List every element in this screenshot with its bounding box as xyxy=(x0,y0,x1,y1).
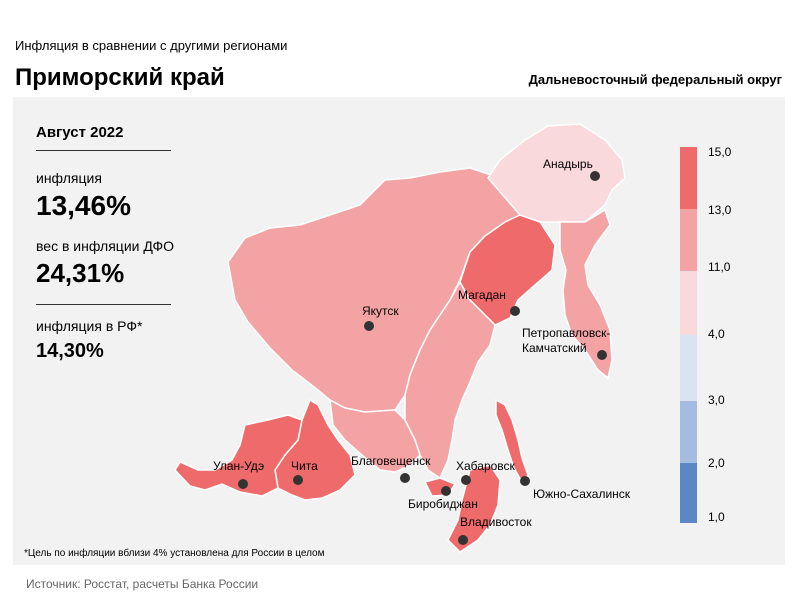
city-label: Магадан xyxy=(458,288,506,302)
color-scale xyxy=(680,147,697,523)
scale-tick: 1,0 xyxy=(708,510,725,524)
city-marker[interactable] xyxy=(293,475,303,485)
scale-tick: 2,0 xyxy=(708,456,725,470)
footnote: *Цель по инфляции вблизи 4% установлена … xyxy=(24,548,325,559)
rf-inflation-value: 14,30% xyxy=(36,340,104,362)
weight-label: вес в инфляции ДФО xyxy=(36,238,175,254)
scale-bin-2-3 xyxy=(680,401,697,463)
region-primorsky[interactable] xyxy=(447,464,501,553)
inflation-label: инфляция xyxy=(36,170,102,186)
region-chukotka[interactable] xyxy=(487,123,626,223)
city-marker[interactable] xyxy=(520,476,530,486)
region-buryatia[interactable] xyxy=(174,414,303,497)
city-marker[interactable] xyxy=(458,535,468,545)
district-title: Дальневосточный федеральный округ xyxy=(528,72,782,87)
city-marker[interactable] xyxy=(597,350,607,360)
city-marker[interactable] xyxy=(238,479,248,489)
scale-tick: 3,0 xyxy=(708,393,725,407)
scale-bin-1-2 xyxy=(680,463,697,523)
divider xyxy=(36,304,171,305)
page-title: Приморский край xyxy=(15,64,225,91)
region-amur[interactable] xyxy=(329,398,421,473)
city-marker[interactable] xyxy=(510,306,520,316)
period-label: Август 2022 xyxy=(36,124,124,141)
scale-bin-4-11 xyxy=(680,271,697,335)
city-markers xyxy=(238,171,607,545)
city-label: Южно-Сахалинск xyxy=(533,487,631,501)
city-marker[interactable] xyxy=(461,475,471,485)
scale-tick: 13,0 xyxy=(708,203,732,217)
city-marker[interactable] xyxy=(364,321,374,331)
city-marker[interactable] xyxy=(441,486,451,496)
source-note: Источник: Росстат, расчеты Банка России xyxy=(26,577,259,591)
city-label: Чита xyxy=(291,459,318,473)
scale-bin-3-4 xyxy=(680,335,697,401)
city-label: Анадырь xyxy=(543,157,593,171)
scale-bin-11-13 xyxy=(680,209,697,271)
inflation-value: 13,46% xyxy=(36,190,131,221)
divider xyxy=(36,150,171,151)
scale-tick: 15,0 xyxy=(708,145,732,159)
region-jewish[interactable] xyxy=(423,477,457,497)
scale-tick: 4,0 xyxy=(708,327,725,341)
scale-tick: 11,0 xyxy=(708,260,731,274)
city-label: Хабаровск xyxy=(456,459,516,473)
weight-value: 24,31% xyxy=(36,258,125,288)
city-marker[interactable] xyxy=(400,473,410,483)
city-label: Благовещенск xyxy=(351,454,431,468)
region-khabarovsk[interactable] xyxy=(404,280,496,480)
subtitle: Инфляция в сравнении с другими регионами xyxy=(15,38,288,53)
rf-inflation-label: инфляция в РФ* xyxy=(36,318,143,334)
city-label: Петропавловск- xyxy=(522,326,610,340)
city-marker[interactable] xyxy=(590,171,600,181)
city-label: Биробиджан xyxy=(408,497,478,511)
city-label: Якутск xyxy=(362,304,399,318)
city-labels: Анадырь Магадан Якутск Петропавловск- Ка… xyxy=(213,157,631,529)
city-label: Владивосток xyxy=(460,515,532,529)
region-kamchatka[interactable] xyxy=(559,208,613,380)
scale-bin-13-15 xyxy=(680,147,697,209)
city-label: Камчатский xyxy=(522,341,587,355)
city-label: Улан-Удэ xyxy=(213,459,264,473)
